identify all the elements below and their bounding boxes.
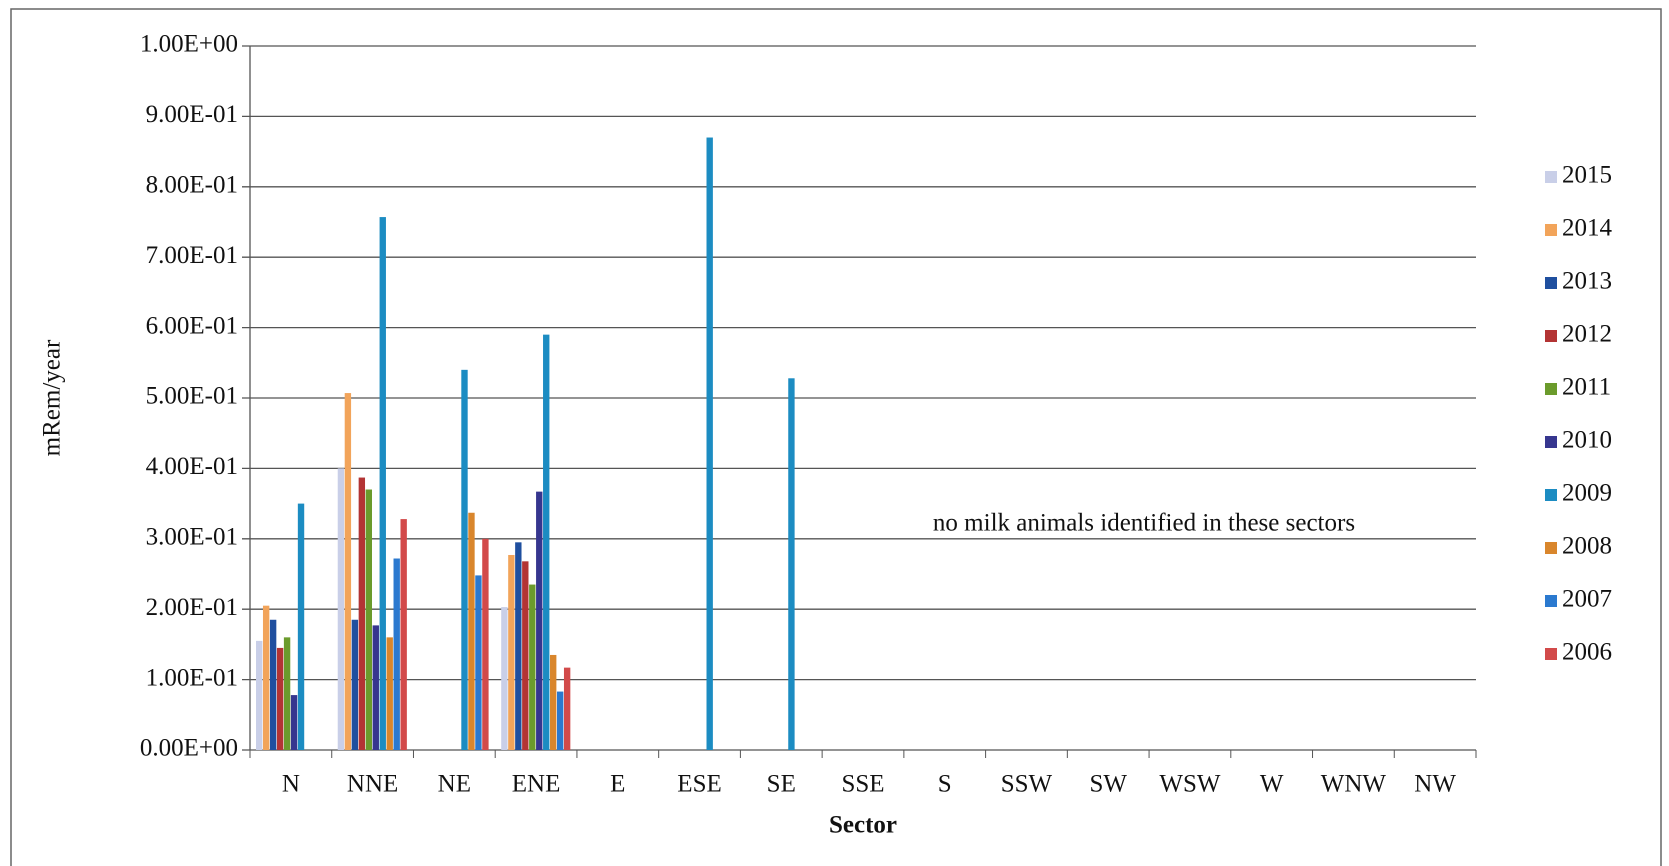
legend-label: 2013 — [1562, 268, 1612, 295]
bar — [788, 378, 795, 750]
bar — [283, 637, 291, 750]
bar — [290, 695, 298, 750]
bar — [386, 637, 393, 750]
bar — [563, 667, 571, 750]
x-tick-label: N — [282, 771, 300, 798]
bar — [344, 393, 352, 750]
x-tick-label: W — [1260, 771, 1284, 798]
y-tick-label: 1.00E-01 — [146, 664, 238, 691]
bar — [461, 369, 468, 750]
x-tick-label: E — [610, 771, 625, 798]
y-tick-label: 7.00E-01 — [146, 242, 238, 269]
legend-swatch — [1545, 489, 1557, 501]
bar — [372, 625, 379, 750]
legend-label: 2010 — [1562, 427, 1612, 454]
x-axis-label: Sector — [829, 812, 897, 839]
bar — [269, 619, 277, 750]
bar — [543, 334, 550, 750]
annotation: no milk animals identified in these sect… — [933, 510, 1355, 537]
x-tick-label: NNE — [347, 771, 398, 798]
legend-label: 2011 — [1562, 374, 1611, 401]
bar — [508, 554, 515, 750]
x-tick-label: WSW — [1159, 771, 1221, 798]
x-tick-label: SSE — [841, 771, 884, 798]
bar — [482, 538, 489, 750]
bar — [706, 137, 713, 750]
bar — [522, 561, 529, 750]
y-tick-label: 6.00E-01 — [146, 312, 238, 339]
x-tick-label: SE — [767, 771, 796, 798]
legend-label: 2014 — [1562, 215, 1613, 242]
y-tick-label: 9.00E-01 — [146, 101, 238, 128]
y-tick-label: 1.00E+00 — [140, 31, 238, 58]
y-tick-label: 2.00E-01 — [146, 594, 238, 621]
legend-swatch — [1545, 224, 1557, 236]
y-tick-label: 0.00E+00 — [140, 735, 238, 762]
bar — [556, 691, 564, 750]
bar — [262, 605, 270, 750]
legend-swatch — [1545, 595, 1557, 607]
x-tick-label: NW — [1414, 771, 1456, 798]
x-tick-label: NE — [438, 771, 471, 798]
bar — [468, 512, 475, 750]
bar — [501, 607, 508, 750]
legend-swatch — [1545, 436, 1557, 448]
frame — [10, 8, 1662, 866]
x-tick-label: SSW — [1001, 771, 1053, 798]
y-tick-label: 5.00E-01 — [146, 383, 238, 410]
y-tick-label: 4.00E-01 — [146, 453, 238, 480]
bar — [358, 477, 366, 750]
legend-swatch — [1545, 277, 1557, 289]
legend-label: 2012 — [1562, 321, 1612, 348]
bar — [536, 491, 543, 750]
bar — [297, 503, 305, 750]
bar — [379, 217, 386, 750]
legend-label: 2006 — [1562, 639, 1612, 666]
bar — [529, 584, 536, 750]
legend-swatch — [1545, 648, 1557, 660]
legend-label: 2007 — [1562, 586, 1612, 613]
bar — [351, 619, 359, 750]
y-tick-label: 3.00E-01 — [146, 524, 238, 551]
legend-label: 2008 — [1562, 533, 1612, 560]
bar — [515, 542, 522, 750]
x-tick-label: S — [938, 771, 952, 798]
legend-swatch — [1545, 171, 1557, 183]
bar — [365, 489, 372, 750]
y-axis-label: mRem/year — [39, 339, 66, 456]
bar — [337, 468, 345, 750]
bar — [256, 640, 263, 750]
x-tick-label: ESE — [677, 771, 721, 798]
bar — [550, 654, 557, 750]
bar — [400, 519, 407, 750]
legend-swatch — [1545, 383, 1557, 395]
legend-swatch — [1545, 542, 1557, 554]
bar — [393, 558, 400, 750]
x-tick-label: SW — [1089, 771, 1127, 798]
y-tick-label: 8.00E-01 — [146, 172, 238, 199]
x-tick-label: ENE — [512, 771, 561, 798]
legend-label: 2009 — [1562, 480, 1612, 507]
bar — [475, 575, 482, 750]
legend-swatch — [1545, 330, 1557, 342]
x-tick-label: WNW — [1321, 771, 1387, 798]
bar — [276, 647, 284, 750]
legend-label: 2015 — [1562, 162, 1612, 189]
